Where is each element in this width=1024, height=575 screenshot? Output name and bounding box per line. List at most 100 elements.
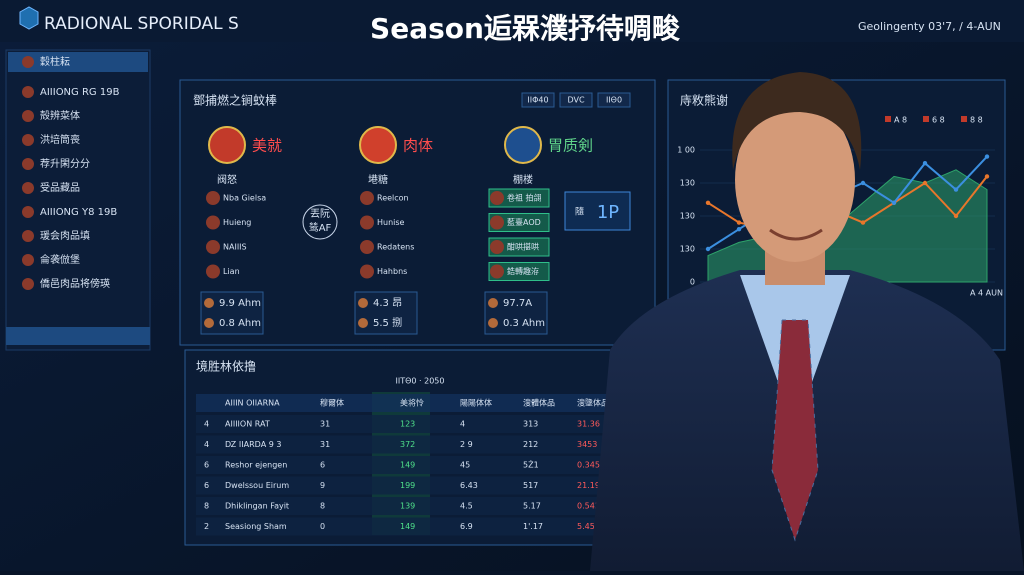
hair: [732, 72, 862, 170]
cell: 0.345: [577, 461, 600, 470]
header-cell: AIIIN OIIARNA: [225, 399, 280, 408]
cell: 6: [320, 461, 325, 470]
score: 1P: [597, 202, 619, 223]
y-tick-label: 130: [680, 212, 695, 221]
point: [922, 180, 928, 186]
cell: 212: [523, 440, 538, 449]
team-name: 肉体: [403, 137, 433, 155]
sidebar-item[interactable]: 侖袭倣堡: [40, 253, 80, 266]
player-avatar: [206, 240, 220, 254]
control-label[interactable]: DVC: [567, 96, 584, 105]
player-name: Reelcon: [377, 194, 409, 203]
player-name: 酣哄揕哄: [507, 242, 539, 252]
cell: 6.9: [460, 522, 473, 531]
table-row: [196, 497, 626, 515]
control-label[interactable]: ΙΙΘ0: [606, 96, 622, 105]
badge-text: 鸶AF: [309, 221, 332, 234]
player-row: [488, 188, 550, 208]
cell: 0: [320, 522, 325, 531]
stat-icon: [358, 318, 368, 328]
badge-text: 丟阮: [310, 208, 330, 220]
cell: 5.453: [577, 522, 600, 531]
cell: 5Ż1: [523, 460, 539, 470]
team-crest: [359, 126, 397, 164]
cell: 6: [204, 461, 209, 470]
player-name: NAIIIS: [223, 243, 247, 252]
player-avatar: [206, 215, 220, 230]
header-cell: 穆爾体: [320, 398, 344, 408]
player-name: Nba Gielsa: [223, 194, 266, 203]
legend-swatch: [885, 116, 891, 122]
cell: 31: [320, 440, 330, 449]
player-avatar: [360, 191, 374, 205]
sidebar-item[interactable]: 殻辨菜体: [40, 109, 80, 122]
cell: Ǳ IIARDA 9 3: [225, 440, 281, 449]
sidebar-item[interactable]: 洪培筒喪: [40, 133, 80, 146]
table-title: 境胜林依撸: [196, 359, 256, 374]
player-row: [488, 262, 550, 281]
panel-title: 鄧捕燃之锏蚊棒: [193, 93, 277, 108]
cell: 4.5: [460, 502, 473, 511]
stat-value: 9.9 Ahm: [219, 298, 261, 309]
y-tick-label: 130: [680, 245, 695, 254]
player-name: Hunise: [377, 218, 405, 227]
sidebar-item[interactable]: 瑗会肉品填: [40, 229, 90, 242]
sidebar-item[interactable]: AIIIONG RG 19B: [40, 87, 120, 98]
face: [735, 98, 855, 262]
cell: AIIIION RAT: [225, 420, 270, 429]
table-row: [196, 517, 626, 536]
point: [984, 154, 990, 159]
legend-swatch: [961, 116, 967, 122]
team-sub: 棚楼: [513, 173, 533, 186]
cell: 123: [400, 420, 415, 429]
sidebar-icon: [22, 206, 34, 218]
badge-ring: [302, 204, 338, 240]
sidebar-icon: [22, 86, 34, 98]
sidebar-icon: [22, 110, 34, 122]
y-tick-label: 1 00: [677, 146, 695, 155]
stat-icon: [488, 318, 498, 328]
status-text: Geolingenty 03'7, / 4-AUN: [858, 20, 1001, 33]
header-cell: 溲墬体品: [577, 398, 609, 408]
stat-icon: [488, 298, 498, 308]
team-crest: [504, 126, 542, 164]
sidebar-icon: [22, 182, 34, 194]
player-row: [488, 237, 550, 257]
control[interactable]: [559, 92, 593, 108]
sidebar-item[interactable]: 受品藏品: [40, 182, 80, 194]
control[interactable]: [521, 92, 555, 108]
cell: Dwelssou Eirum: [225, 481, 289, 490]
sidebar-item[interactable]: 穀柱耘: [40, 55, 70, 68]
cell: 2: [204, 522, 209, 531]
player-avatar: [206, 191, 220, 205]
point: [705, 246, 711, 252]
point: [922, 161, 928, 166]
cell: 6.43: [460, 481, 478, 490]
logo: [19, 6, 39, 30]
point: [736, 227, 742, 232]
team-name: 胃质剣: [548, 137, 593, 155]
player-name: 鋯轉趣洊: [507, 266, 539, 276]
header-bar: [0, 0, 1024, 42]
point: [705, 200, 711, 205]
cell: 199: [400, 481, 415, 490]
sidebar-item[interactable]: 僑邑肉品将傍瑛: [40, 277, 110, 290]
cell: 31: [320, 420, 330, 429]
sidebar-item[interactable]: 荐升閑分分: [40, 158, 90, 170]
legend-label: A 8: [894, 116, 907, 125]
cell: 9: [320, 481, 325, 490]
stat-value: 97.7A: [503, 298, 532, 309]
control-label[interactable]: ΙΙΦ40: [527, 96, 548, 105]
sidebar-active: [6, 327, 150, 345]
cell: 149: [400, 522, 415, 531]
sidebar-item[interactable]: AIIIONG Y8 19B: [40, 207, 117, 218]
cell: 139: [400, 502, 415, 511]
control[interactable]: [597, 92, 631, 108]
point: [891, 200, 897, 205]
player-avatar: [360, 264, 374, 279]
player-name: 卷祖 拍翖: [507, 193, 542, 203]
legend-label: 6 8: [932, 116, 945, 125]
point: [860, 220, 866, 225]
player-name: Huieng: [223, 218, 251, 227]
score-box: [564, 191, 631, 231]
